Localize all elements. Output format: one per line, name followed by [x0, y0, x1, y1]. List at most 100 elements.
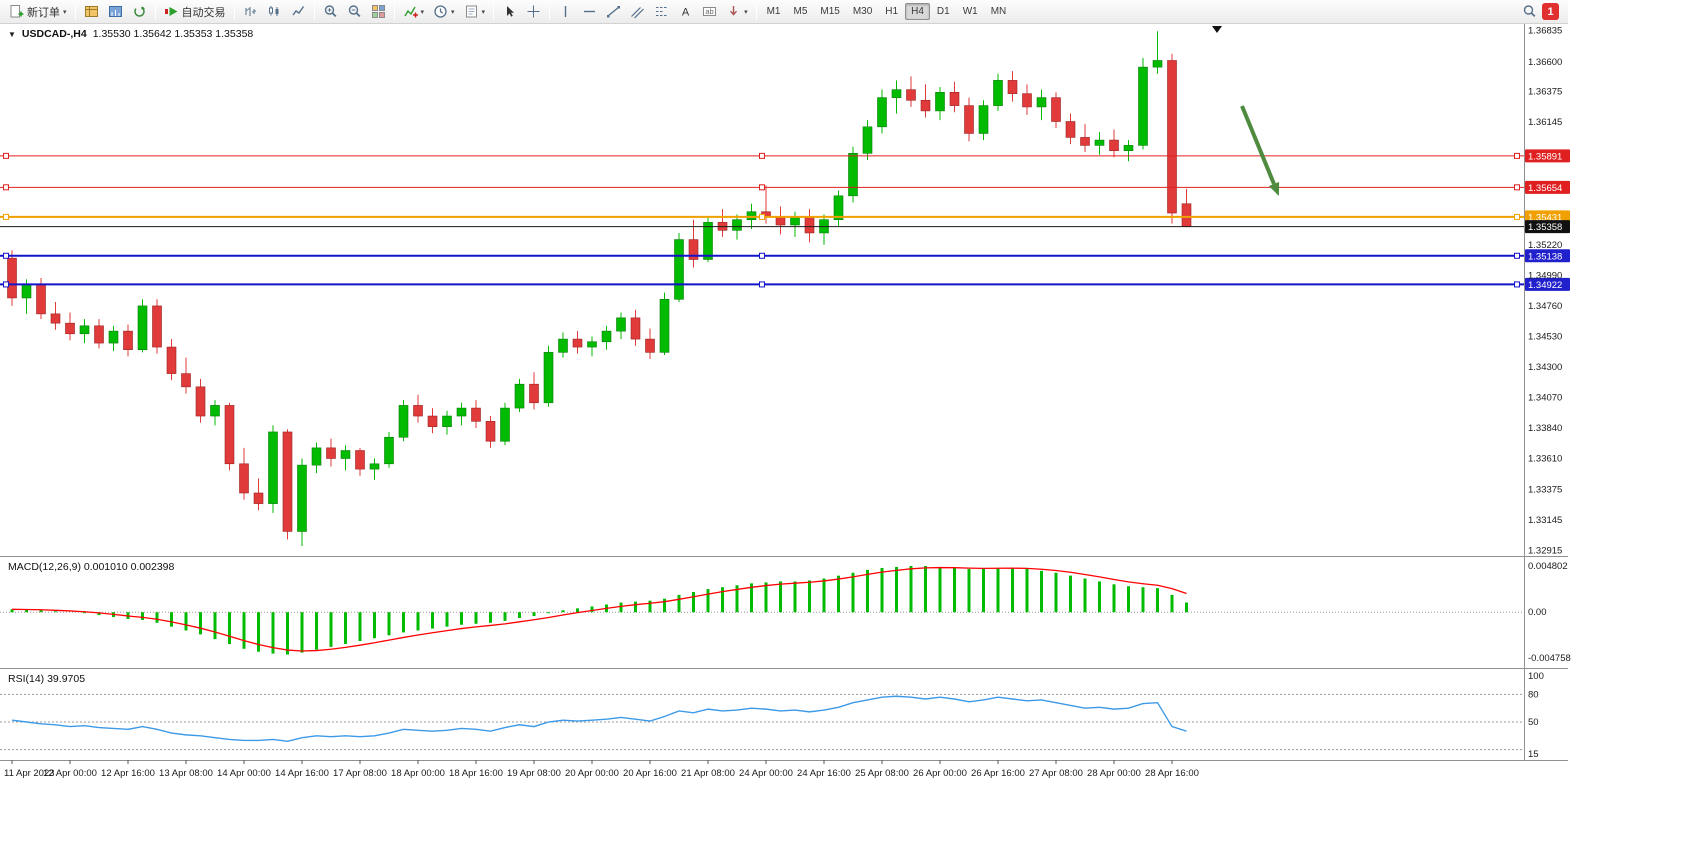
text-label-button[interactable]: ab [698, 2, 721, 22]
arrows-button[interactable]: ▾ [722, 2, 752, 22]
bar-chart-mode-button[interactable] [239, 2, 262, 22]
macd-axis: 0.004802 0.00 -0.004758 [1528, 561, 1571, 664]
vline-icon [564, 6, 567, 17]
neworder-icon [10, 5, 24, 18]
play-icon [164, 7, 178, 16]
search-button[interactable] [1518, 2, 1541, 22]
hline-handle[interactable] [759, 213, 765, 220]
chart-shift-marker-icon[interactable] [1212, 26, 1222, 33]
cursor-button[interactable] [498, 2, 521, 22]
arrow-annotation[interactable] [1240, 105, 1276, 185]
svg-text:12 Apr 16:00: 12 Apr 16:00 [101, 768, 155, 779]
zoom-out-button[interactable] [343, 2, 366, 22]
trend-line-button[interactable] [602, 2, 625, 22]
hline-handle[interactable] [759, 184, 765, 191]
svg-text:1.34990: 1.34990 [1528, 270, 1562, 281]
toolbar-separator [549, 3, 551, 20]
line-chart-mode-button[interactable] [287, 2, 310, 22]
vertical-line-button[interactable] [554, 2, 577, 22]
caret-down-icon: ▾ [420, 8, 425, 16]
hline-icon [584, 10, 596, 13]
candles [7, 31, 1192, 547]
template-icon [465, 5, 477, 18]
timeframe-M30[interactable]: M30 [852, 6, 873, 17]
svg-text:11 Apr 2023: 11 Apr 2023 [4, 768, 55, 779]
svg-text:1.34922: 1.34922 [1528, 280, 1562, 291]
timeframe-D1[interactable]: D1 [936, 6, 950, 17]
hline-handle[interactable] [759, 281, 765, 288]
refresh-icon [133, 6, 145, 17]
templates-button[interactable]: ▾ [460, 2, 490, 22]
caret-down-icon: ▾ [63, 8, 67, 16]
svg-text:1.32915: 1.32915 [1528, 546, 1562, 557]
horizontal-line-button[interactable] [578, 2, 601, 22]
hline-handle[interactable] [3, 152, 9, 159]
svg-text:50: 50 [1528, 717, 1539, 728]
profiles-icon [108, 6, 122, 17]
svg-text:24 Apr 16:00: 24 Apr 16:00 [797, 768, 851, 779]
crosshair-icon [527, 5, 540, 18]
indicators-icon [403, 6, 418, 18]
hline-handle[interactable] [1514, 252, 1520, 259]
timeframe-H1[interactable]: H1 [885, 6, 899, 17]
toolbar-separator [313, 3, 315, 20]
hline-handle[interactable] [1514, 152, 1520, 159]
chart-symbol-title: USDCAD-,H4 [21, 28, 87, 40]
crosshair-button[interactable] [522, 2, 545, 22]
svg-text:0.004802: 0.004802 [1528, 561, 1568, 572]
timeframe-M15[interactable]: M15 [820, 6, 840, 17]
toolbar-separator [233, 3, 235, 20]
charts-icon [84, 6, 98, 17]
new-order-label: 新订单 [27, 6, 60, 19]
tile-windows-button[interactable] [367, 2, 390, 22]
svg-text:17 Apr 08:00: 17 Apr 08:00 [333, 768, 387, 779]
hline-handle[interactable] [1514, 213, 1520, 220]
profiles-button[interactable] [104, 2, 127, 22]
timeframe-W1[interactable]: W1 [962, 6, 978, 17]
auto-trading-button[interactable]: 自动交易 [160, 2, 230, 22]
hline-handle[interactable] [759, 252, 765, 259]
fibonacci-button[interactable] [650, 2, 673, 22]
svg-text:ab: ab [705, 7, 713, 16]
text-button[interactable]: A [674, 2, 697, 22]
svg-text:1.35138: 1.35138 [1528, 251, 1562, 262]
svg-text:20 Apr 16:00: 20 Apr 16:00 [623, 768, 677, 779]
equidistant-channel-button[interactable] [626, 2, 649, 22]
hline-handle[interactable] [3, 184, 9, 191]
svg-text:1.34300: 1.34300 [1528, 362, 1562, 373]
svg-text:80: 80 [1528, 689, 1539, 700]
market-refresh-button[interactable] [128, 2, 151, 22]
price-badge [1525, 149, 1570, 163]
chart-ohlc-values: 1.35530 1.35642 1.35353 1.35358 [92, 28, 254, 40]
svg-text:1.34070: 1.34070 [1528, 392, 1562, 403]
zoom-in-button[interactable] [319, 2, 342, 22]
charts-grid-button[interactable] [80, 2, 103, 22]
timeframe-M5[interactable]: M5 [793, 6, 808, 17]
hline-handle[interactable] [3, 281, 9, 288]
svg-text:1.36145: 1.36145 [1528, 117, 1562, 128]
arrows-icon [730, 6, 738, 16]
hline-handle[interactable] [1514, 281, 1520, 288]
hline-handle[interactable] [3, 252, 9, 259]
caret-down-icon: ▾ [481, 8, 486, 16]
periods-button[interactable]: ▾ [429, 2, 459, 22]
svg-text:1.35891: 1.35891 [1528, 151, 1562, 162]
notification-badge[interactable]: 1 [1542, 3, 1559, 20]
candlestick-mode-button[interactable] [263, 2, 286, 22]
indicators-button[interactable]: ▾ [399, 2, 429, 22]
timeframe-MN[interactable]: MN [990, 6, 1007, 17]
toolbar-separator [493, 3, 495, 20]
svg-text:18 Apr 16:00: 18 Apr 16:00 [449, 768, 503, 779]
hline-handle[interactable] [1514, 184, 1520, 191]
macd-indicator-label: MACD(12,26,9) 0.001010 0.002398 [8, 561, 175, 573]
hline-handle[interactable] [3, 213, 9, 220]
collapse-chart-icon[interactable]: ▼ [8, 29, 16, 39]
rsi-axis: 100 80 50 15 [1528, 671, 1544, 760]
new-order-button[interactable]: 新订单 ▾ [5, 2, 71, 22]
hline-handle[interactable] [759, 152, 765, 159]
fibo-icon [656, 7, 668, 16]
timeframe-M1[interactable]: M1 [766, 6, 781, 17]
timeframe-H4[interactable]: H4 [905, 3, 930, 20]
